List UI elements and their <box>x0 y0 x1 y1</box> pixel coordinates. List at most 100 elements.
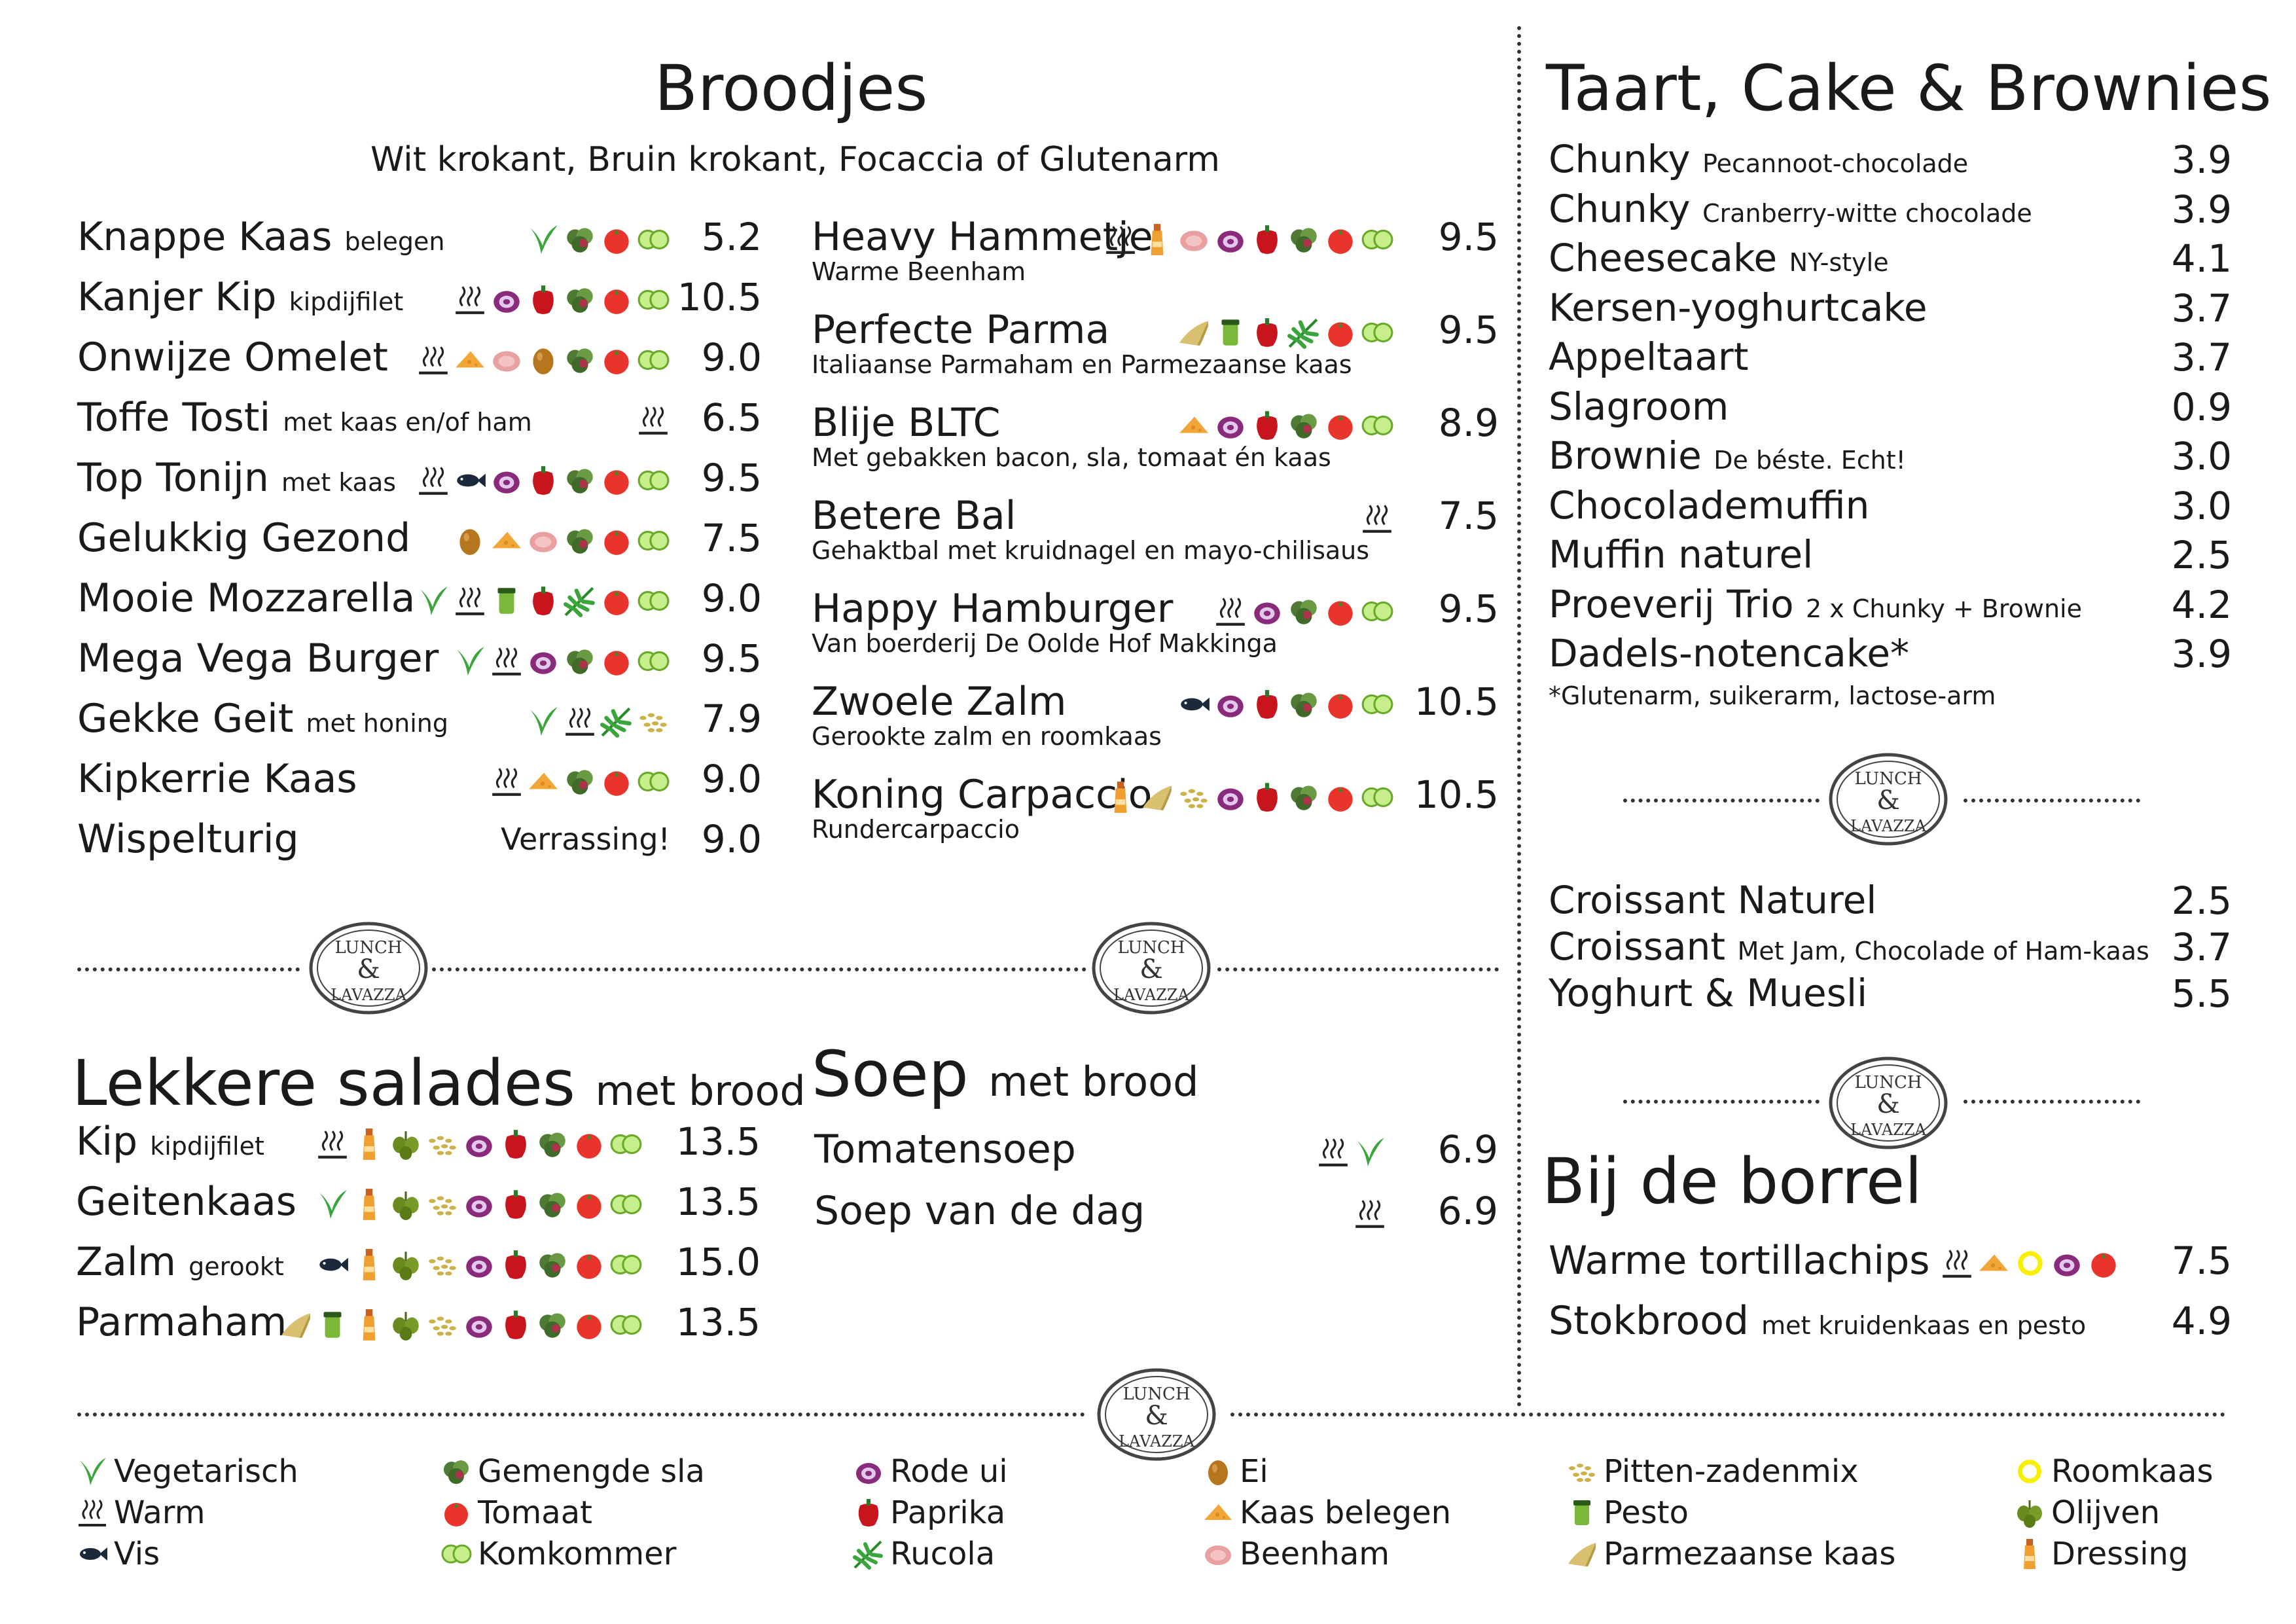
lettuce-icon <box>563 524 597 558</box>
warm-icon <box>453 283 487 317</box>
ham-icon <box>1177 223 1211 257</box>
ingredient-icons <box>1360 501 1394 535</box>
vegetarian-icon <box>416 584 450 618</box>
ingredient-icons <box>453 524 670 558</box>
item-price: 2.5 <box>2171 533 2232 577</box>
item-price: 13.5 <box>675 1180 761 1224</box>
dressing-icon <box>352 1248 386 1282</box>
onion-icon <box>462 1308 496 1342</box>
menu-item: Kanjer Kip kipdijfilet 10.5 <box>77 274 762 333</box>
item-name: Parmaham <box>76 1299 287 1345</box>
menu-item: Croissant Naturel 2.5 <box>1549 877 2232 936</box>
tomato-icon <box>600 223 634 257</box>
item-name: Yoghurt & Muesli <box>1549 971 1868 1015</box>
menu-item: Zwoele Zalm Gerookte zalm en roomkaas 10.5 <box>812 678 1499 751</box>
legend-label: Paprika <box>890 1494 1006 1531</box>
divider <box>1623 1100 1820 1104</box>
item-price: 6.9 <box>1437 1189 1498 1233</box>
tomato-icon <box>600 283 634 317</box>
item-name: Chunky Cranberry-witte chocolade <box>1549 186 2032 231</box>
seeds-icon <box>425 1127 459 1161</box>
legend-item: Olijven <box>2013 1493 2160 1532</box>
menu-item: Top Tonijn met kaas 9.5 <box>77 454 762 513</box>
item-price: 9.5 <box>1438 586 1499 631</box>
menu-item: Mega Vega Burger 9.5 <box>77 635 762 694</box>
item-note: met honing <box>306 709 448 738</box>
item-name: Chunky Pecannoot-chocolade <box>1549 137 1969 181</box>
pepper-icon <box>1250 687 1284 721</box>
legend-label: Vis <box>114 1536 160 1572</box>
item-name: Perfecte Parma <box>812 307 1110 353</box>
ingredient-icons <box>1316 1135 1387 1169</box>
legend-label: Beenham <box>1240 1536 1390 1572</box>
item-name: Happy Hamburger <box>812 586 1174 632</box>
tomato-icon <box>600 463 634 497</box>
legend-item: Vegetarisch <box>76 1452 298 1491</box>
dressing-icon <box>2013 1538 2046 1570</box>
legend-label: Tomaat <box>478 1494 592 1531</box>
tomato-icon <box>600 343 634 377</box>
lettuce-icon <box>563 463 597 497</box>
legend-label: Dressing <box>2051 1536 2189 1572</box>
olives-icon <box>389 1248 423 1282</box>
cucumber-icon <box>1360 780 1394 814</box>
warm-icon <box>563 704 597 738</box>
lettuce-icon <box>535 1127 569 1161</box>
cucumber-icon <box>636 283 670 317</box>
item-description: Van boerderij De Oolde Hof Makkinga <box>812 629 1278 658</box>
item-name: Koning Carpaccio <box>812 772 1153 818</box>
logo-text-bottom: LAVAZZA <box>1113 986 1189 1004</box>
legend: Vegetarisch Warm Vis Gemengde sla Tomaat Komk… <box>76 1452 2236 1583</box>
item-price: 9.5 <box>1438 215 1499 259</box>
onion-icon <box>462 1187 496 1221</box>
cucumber-icon <box>1360 316 1394 350</box>
dressing-icon <box>1140 223 1174 257</box>
item-name: Gekke Geit met honing <box>77 696 448 742</box>
onion-icon <box>490 463 524 497</box>
soep-list: Tomatensoep 6.9 Soep van de dag 6.9 <box>814 1126 1498 1257</box>
onion-icon <box>526 644 560 678</box>
legend-item: Pitten-zadenmix <box>1566 1452 1859 1491</box>
item-note: NY-style <box>1789 248 1889 277</box>
lettuce-icon <box>563 644 597 678</box>
menu-item: Toffe Tosti met kaas en/of ham 6.5 <box>77 394 762 453</box>
salades-title: Lekkere salades met brood <box>72 1047 806 1120</box>
warm-icon <box>490 765 524 799</box>
tomato-icon <box>572 1187 606 1221</box>
lettuce-icon <box>1287 687 1321 721</box>
seeds-icon <box>1566 1455 1598 1488</box>
ingredient-icons <box>315 1248 643 1282</box>
menu-item: Kipkerrie Kaas 9.0 <box>77 755 762 814</box>
warm-icon <box>76 1496 109 1529</box>
divider <box>1230 1413 2225 1416</box>
ingredient-icons <box>1103 223 1394 257</box>
lettuce-icon <box>1287 223 1321 257</box>
ontbijt-list: Croissant Naturel 2.5 Croissant Met Jam, C… <box>1549 877 2232 1034</box>
item-price: 7.9 <box>701 696 762 741</box>
logo-text-top: LUNCH <box>1122 1384 1190 1404</box>
tomato-icon <box>600 584 634 618</box>
divider <box>1217 967 1499 971</box>
lettuce-icon <box>535 1248 569 1282</box>
ingredient-icons <box>453 644 670 678</box>
ham-icon <box>526 524 560 558</box>
legend-item: Tomaat <box>440 1493 592 1532</box>
item-price: 9.0 <box>701 757 762 801</box>
menu-item: Heavy Hammetje Warme Beenham 9.5 <box>812 213 1499 286</box>
warm-icon <box>453 584 487 618</box>
item-name: Knappe Kaas belegen <box>77 214 445 260</box>
egg-icon <box>526 343 560 377</box>
tomato-icon <box>1323 780 1357 814</box>
seeds-icon <box>425 1187 459 1221</box>
item-name: Stokbrood met kruidenkaas en pesto <box>1549 1298 2087 1344</box>
item-price: 4.2 <box>2171 582 2232 627</box>
cucumber-icon <box>609 1248 643 1282</box>
broodjes-title: Broodjes <box>655 52 928 125</box>
menu-item: Perfecte Parma Italiaanse Parmaham en Par… <box>812 306 1499 379</box>
legend-item: Dressing <box>2013 1534 2188 1574</box>
ingredient-icons <box>416 343 670 377</box>
dressing-icon <box>352 1308 386 1342</box>
item-price: 3.7 <box>2171 335 2232 380</box>
lunch-lavazza-logo: LUNCH & LAVAZZA <box>1826 1054 1950 1152</box>
tomato-icon <box>440 1496 473 1529</box>
